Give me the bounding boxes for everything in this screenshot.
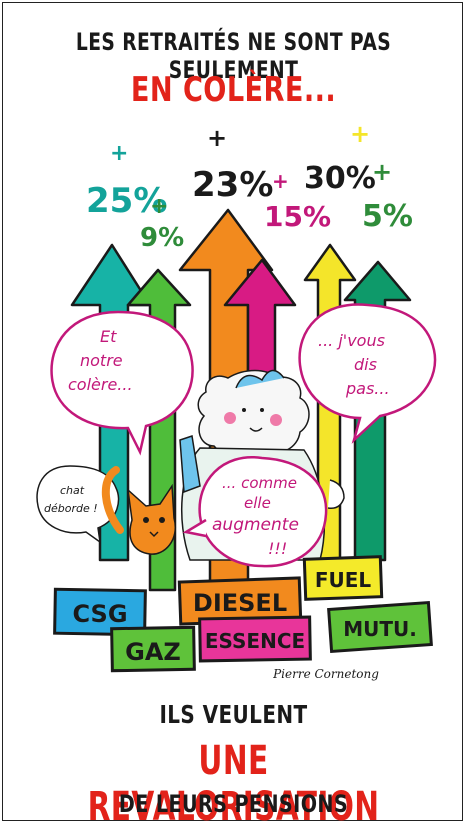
header-line-1: LES RETRAITÉS NE SONT PAS SEULEMENT [75, 28, 392, 84]
bubble-center-line-4: !!! [268, 539, 287, 558]
pct-sign-6: + [372, 158, 392, 186]
sign-gaz-label: GAZ [125, 638, 181, 666]
pct-value-3: 23% [192, 165, 273, 205]
footer-line-3: DE LEURS PENSIONS [118, 790, 349, 818]
bubble-right-line-1: ... j'vous [318, 331, 385, 350]
pct-sign-4: + [272, 169, 289, 193]
bubble-right-line-2: dis [354, 355, 377, 374]
artist-signature: Pierre Cornetong [272, 667, 379, 681]
bubble-left-line-3: colère... [68, 375, 133, 394]
pct-sign-1: + [110, 141, 128, 166]
sign-mutu-label: MUTU. [343, 617, 417, 641]
pct-value-5: 30% [304, 161, 376, 196]
bubble-center-line-3: augmente [212, 515, 299, 535]
pct-value-2: 9% [140, 223, 184, 253]
cat-icon [101, 466, 177, 555]
sign-csg-box [53, 587, 147, 637]
bubble-left-line-1: Et [100, 327, 117, 346]
sign-gaz-box [110, 625, 196, 673]
sign-fuel-box [302, 555, 384, 601]
bubble-cat-line-1: chat [60, 484, 85, 497]
pct-sign-3: + [207, 124, 227, 152]
speech-bubble-right [298, 303, 437, 444]
speech-bubble-center [182, 455, 328, 568]
bubble-center-line-2: elle [244, 494, 271, 512]
footer-line-2: UNE REVALORISATION [87, 738, 380, 830]
bubble-right-line-3: pas... [345, 379, 390, 398]
header-line-2: EN COLÈRE... [130, 70, 337, 110]
sign-fuel-label: FUEL [315, 568, 372, 592]
sign-csg-label: CSG [72, 600, 127, 628]
speech-bubble-left [50, 310, 194, 456]
sign-essence-label: ESSENCE [205, 629, 305, 653]
bubble-left-line-2: notre [80, 351, 123, 370]
pct-sign-5: + [350, 120, 370, 148]
pct-value-1: 25% [86, 181, 167, 221]
sign-mutu-box [327, 600, 433, 654]
pct-value-4: 15% [264, 200, 331, 233]
sign-diesel-label: DIESEL [193, 589, 287, 617]
pct-value-6: 5% [362, 199, 413, 234]
bubble-cat-line-2: déborde ! [44, 502, 98, 515]
sign-essence-box [198, 615, 312, 663]
signs [53, 555, 433, 673]
pct-sign-2: + [150, 194, 168, 219]
percentages: + 25% + 9% + 23% + 15% + 30% + 5% [86, 120, 413, 253]
bubble-center-line-1: ... comme [222, 474, 297, 492]
footer-line-1: ILS VEULENT [159, 700, 308, 729]
